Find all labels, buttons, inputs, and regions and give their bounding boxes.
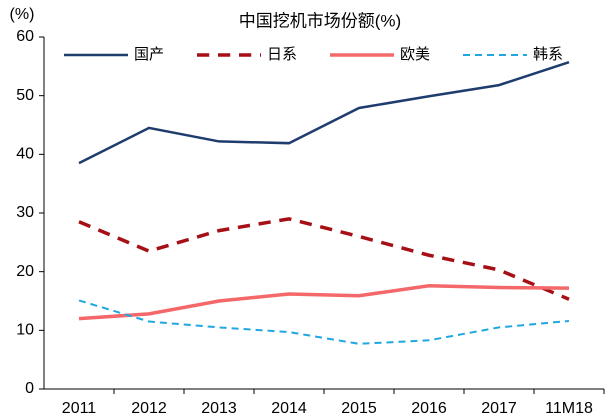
y-tick-label: 60	[16, 28, 34, 45]
legend-label: 欧美	[400, 46, 430, 63]
y-tick-label: 30	[16, 204, 34, 221]
y-tick-label: 40	[16, 146, 34, 163]
y-tick-label: 0	[25, 380, 34, 397]
x-tick-label: 2013	[201, 400, 237, 417]
x-tick-label: 2014	[271, 400, 307, 417]
x-tick-label: 2017	[481, 400, 517, 417]
x-tick-label: 2015	[341, 400, 377, 417]
chart-title: 中国挖机市场份额(%)	[239, 11, 401, 30]
series-line	[78, 299, 570, 345]
series-line	[78, 217, 570, 301]
x-tick-label: 2011	[62, 400, 97, 417]
legend-label: 韩系	[533, 46, 563, 63]
series-line	[78, 61, 570, 165]
y-tick-label: 10	[16, 322, 34, 339]
x-tick-label: 2012	[131, 400, 167, 417]
legend-label: 日系	[267, 46, 297, 63]
y-tick-label: 50	[16, 87, 34, 104]
legend-label: 国产	[134, 46, 164, 63]
x-tick-label: 2016	[411, 400, 447, 417]
series-line	[78, 283, 570, 321]
y-unit: (%)	[10, 6, 35, 23]
x-tick-label: 11M18	[545, 400, 593, 417]
y-tick-label: 20	[16, 263, 34, 280]
